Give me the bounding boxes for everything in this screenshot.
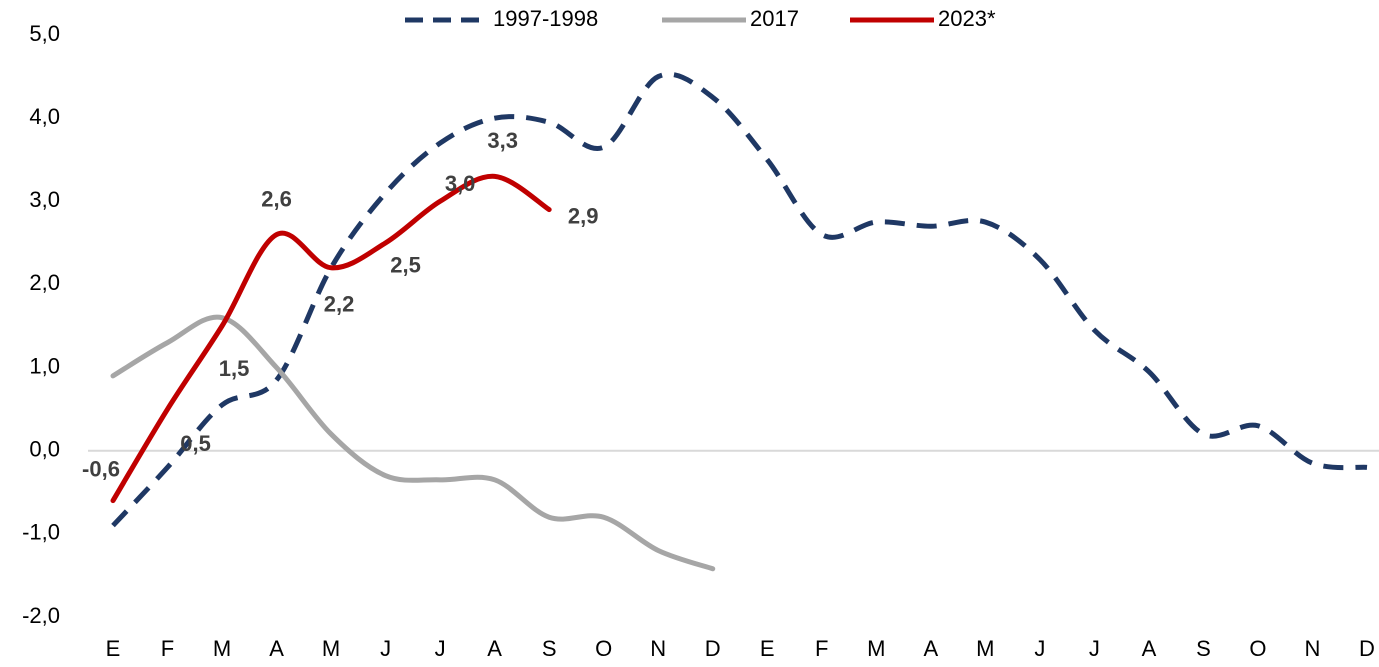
x-tick-label: J xyxy=(435,636,446,661)
x-tick-label: A xyxy=(269,636,284,661)
x-tick-label: O xyxy=(1249,636,1266,661)
y-tick-label: 4,0 xyxy=(29,104,60,129)
x-tick-label: J xyxy=(380,636,391,661)
x-tick-label: E xyxy=(760,636,775,661)
x-tick-label: J xyxy=(1089,636,1100,661)
y-tick-label: 3,0 xyxy=(29,187,60,212)
x-tick-label: D xyxy=(1359,636,1375,661)
x-tick-label: F xyxy=(815,636,828,661)
series-line xyxy=(110,173,552,504)
y-tick-label: -2,0 xyxy=(22,603,60,628)
legend-label: 1997-1998 xyxy=(493,6,598,31)
y-tick-label: 2,0 xyxy=(29,270,60,295)
y-tick-label: -1,0 xyxy=(22,520,60,545)
data-label: 2,9 xyxy=(568,203,599,228)
x-tick-label: A xyxy=(1142,636,1157,661)
y-tick-label: 5,0 xyxy=(29,21,60,46)
y-tick-label: 1,0 xyxy=(29,353,60,378)
x-tick-label: M xyxy=(867,636,885,661)
data-label: 2,5 xyxy=(390,253,421,278)
series-line xyxy=(110,314,716,572)
x-tick-label: N xyxy=(1305,636,1321,661)
x-tick-label: F xyxy=(161,636,174,661)
legend-label: 2023* xyxy=(938,6,996,31)
x-tick-label: O xyxy=(595,636,612,661)
data-label: 1,5 xyxy=(219,356,250,381)
series-line xyxy=(111,71,1368,528)
x-tick-label: M xyxy=(976,636,994,661)
y-tick-label: 0,0 xyxy=(29,437,60,462)
data-label: 2,2 xyxy=(324,292,355,317)
data-label: 3,3 xyxy=(487,128,518,153)
data-label: 2,6 xyxy=(261,186,292,211)
data-label: 0,5 xyxy=(180,431,211,456)
x-tick-label: M xyxy=(322,636,340,661)
x-tick-label: D xyxy=(705,636,721,661)
x-tick-label: A xyxy=(923,636,938,661)
x-tick-label: S xyxy=(542,636,557,661)
legend-label: 2017 xyxy=(750,6,799,31)
x-tick-label: S xyxy=(1196,636,1211,661)
x-tick-label: M xyxy=(213,636,231,661)
x-tick-label: J xyxy=(1034,636,1045,661)
x-tick-label: E xyxy=(106,636,121,661)
data-label: 3,0 xyxy=(445,171,476,196)
data-label: -0,6 xyxy=(82,456,120,481)
x-tick-label: N xyxy=(650,636,666,661)
x-tick-label: A xyxy=(487,636,502,661)
